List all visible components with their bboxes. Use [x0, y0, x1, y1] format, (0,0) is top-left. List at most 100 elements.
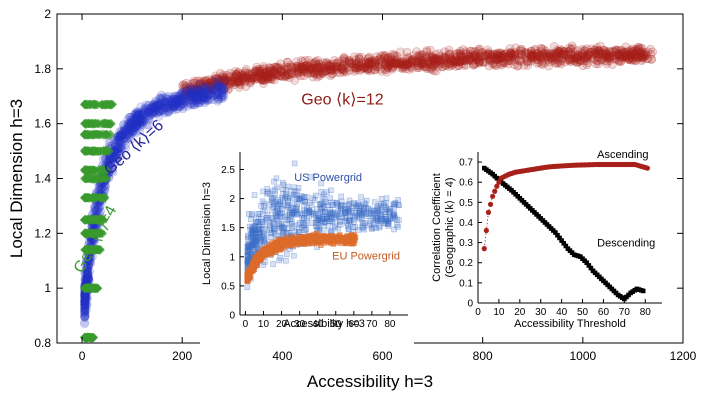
point-geo-k12: [643, 47, 653, 57]
point-geo-k12: [499, 58, 509, 68]
point-geo-k12: [635, 50, 644, 60]
point-geo-k12: [276, 67, 286, 77]
inset-correlation-x-tick-label: 10: [493, 307, 505, 318]
point-geo-k12: [571, 53, 580, 62]
point-geo-k12: [407, 58, 417, 67]
point-geo-k12: [605, 46, 614, 56]
point-geo-k12: [256, 74, 266, 83]
point-us-powergrid: [276, 257, 283, 264]
point-geo-k12: [640, 51, 650, 60]
point-us-powergrid: [253, 236, 260, 243]
point-geo-k12: [527, 51, 537, 60]
point-us-powergrid: [249, 227, 256, 234]
point-geo-k12: [259, 79, 268, 88]
point-geo-k12: [352, 58, 361, 68]
point-geo-k12: [622, 50, 632, 60]
point-geo-k6: [214, 94, 224, 104]
point-geo-k12: [515, 46, 525, 56]
point-geo-k12: [180, 91, 190, 100]
point-geo-k12: [267, 64, 277, 73]
point-geo-k12: [395, 56, 405, 66]
point-geo-k12: [634, 44, 643, 54]
point-geo-k12: [222, 70, 232, 80]
inset-correlation-y-tick-label: 0.4: [459, 218, 473, 229]
point-geo-k12: [381, 60, 390, 70]
point-geo-k12: [260, 70, 270, 80]
point-geo-k12: [426, 52, 436, 62]
point-geo-k6: [144, 101, 153, 111]
inset-powergrid-y-tick-label: 0: [229, 311, 235, 322]
point-geo-k12: [609, 51, 619, 60]
point-geo-k12: [497, 53, 507, 63]
point-geo-k12: [582, 54, 592, 64]
point-geo-k12: [276, 65, 286, 75]
point-ascending: [487, 201, 494, 207]
point-us-powergrid: [338, 193, 344, 200]
point-geo-k12: [404, 65, 414, 74]
inset-correlation-x-tick-label: 0: [475, 307, 481, 318]
point-us-powergrid: [291, 252, 297, 259]
point-us-powergrid: [290, 223, 297, 229]
inset-powergrid-x-tick-label: 10: [258, 319, 270, 330]
main-x-tick-label: 600: [373, 349, 393, 363]
point-us-powergrid: [387, 208, 393, 214]
point-geo-k12: [481, 50, 491, 59]
point-geo-k12: [380, 60, 390, 69]
point-geo-k12: [431, 53, 441, 63]
point-geo-k12: [456, 52, 466, 61]
point-geo-k12: [309, 59, 318, 68]
point-geo-k12: [447, 53, 456, 63]
inset-powergrid-x-label: Accessibility h=3: [283, 318, 365, 330]
point-geo-k12: [332, 59, 342, 68]
point-geo-k12: [345, 66, 354, 75]
point-geo-k12: [373, 56, 382, 65]
point-geo-k6: [127, 113, 137, 122]
point-geo-k12: [407, 57, 417, 67]
point-geo-k12: [398, 64, 407, 74]
point-geo-k12: [324, 60, 334, 70]
point-us-powergrid: [268, 230, 274, 237]
point-geo-k12: [543, 52, 552, 61]
point-geo-k12: [522, 47, 531, 57]
point-geo-k12: [260, 75, 269, 85]
point-geo-k12: [444, 50, 454, 60]
point-geo-k12: [566, 56, 575, 65]
point-geo-k12: [619, 52, 629, 62]
point-us-powergrid: [363, 213, 369, 219]
point-geo-k12: [637, 56, 646, 65]
point-geo-k12: [608, 60, 617, 69]
point-geo-k12: [516, 56, 526, 66]
point-geo-k12: [438, 62, 447, 72]
point-geo-k12: [600, 50, 610, 59]
point-geo-k12: [340, 66, 349, 75]
point-geo-k12: [460, 56, 470, 65]
inset-correlation-plot: 0 10 20 30 40 50 60 70 8000.10.20.30.40.50.60.7 …: [431, 136, 666, 330]
point-geo-k12: [245, 74, 254, 83]
point-geo-k12: [611, 45, 621, 55]
point-geo-k12: [265, 66, 275, 76]
point-geo-k12: [197, 80, 207, 89]
point-geo-k12: [293, 67, 302, 77]
point-us-powergrid: [298, 224, 305, 231]
point-geo-k12: [630, 51, 640, 60]
point-us-powergrid: [378, 196, 385, 202]
point-geo-k12: [540, 49, 549, 59]
point-geo-k12: [422, 64, 432, 73]
point-geo-k12: [311, 56, 321, 66]
point-geo-k12: [516, 49, 525, 58]
point-geo-k12: [232, 70, 241, 80]
point-geo-k12: [517, 50, 526, 59]
point-geo-k12: [493, 53, 502, 63]
point-geo-k12: [554, 55, 564, 65]
main-x-tick-label: 200: [172, 349, 192, 363]
point-geo-k12: [260, 72, 269, 81]
point-geo-k12: [510, 53, 520, 62]
point-us-powergrid: [271, 178, 277, 185]
point-geo-k12: [617, 49, 627, 59]
point-geo-k12: [269, 66, 278, 76]
point-geo-k12: [538, 60, 547, 70]
point-us-powergrid: [260, 188, 266, 195]
point-geo-k12: [607, 51, 617, 61]
point-geo-k12: [370, 55, 380, 65]
